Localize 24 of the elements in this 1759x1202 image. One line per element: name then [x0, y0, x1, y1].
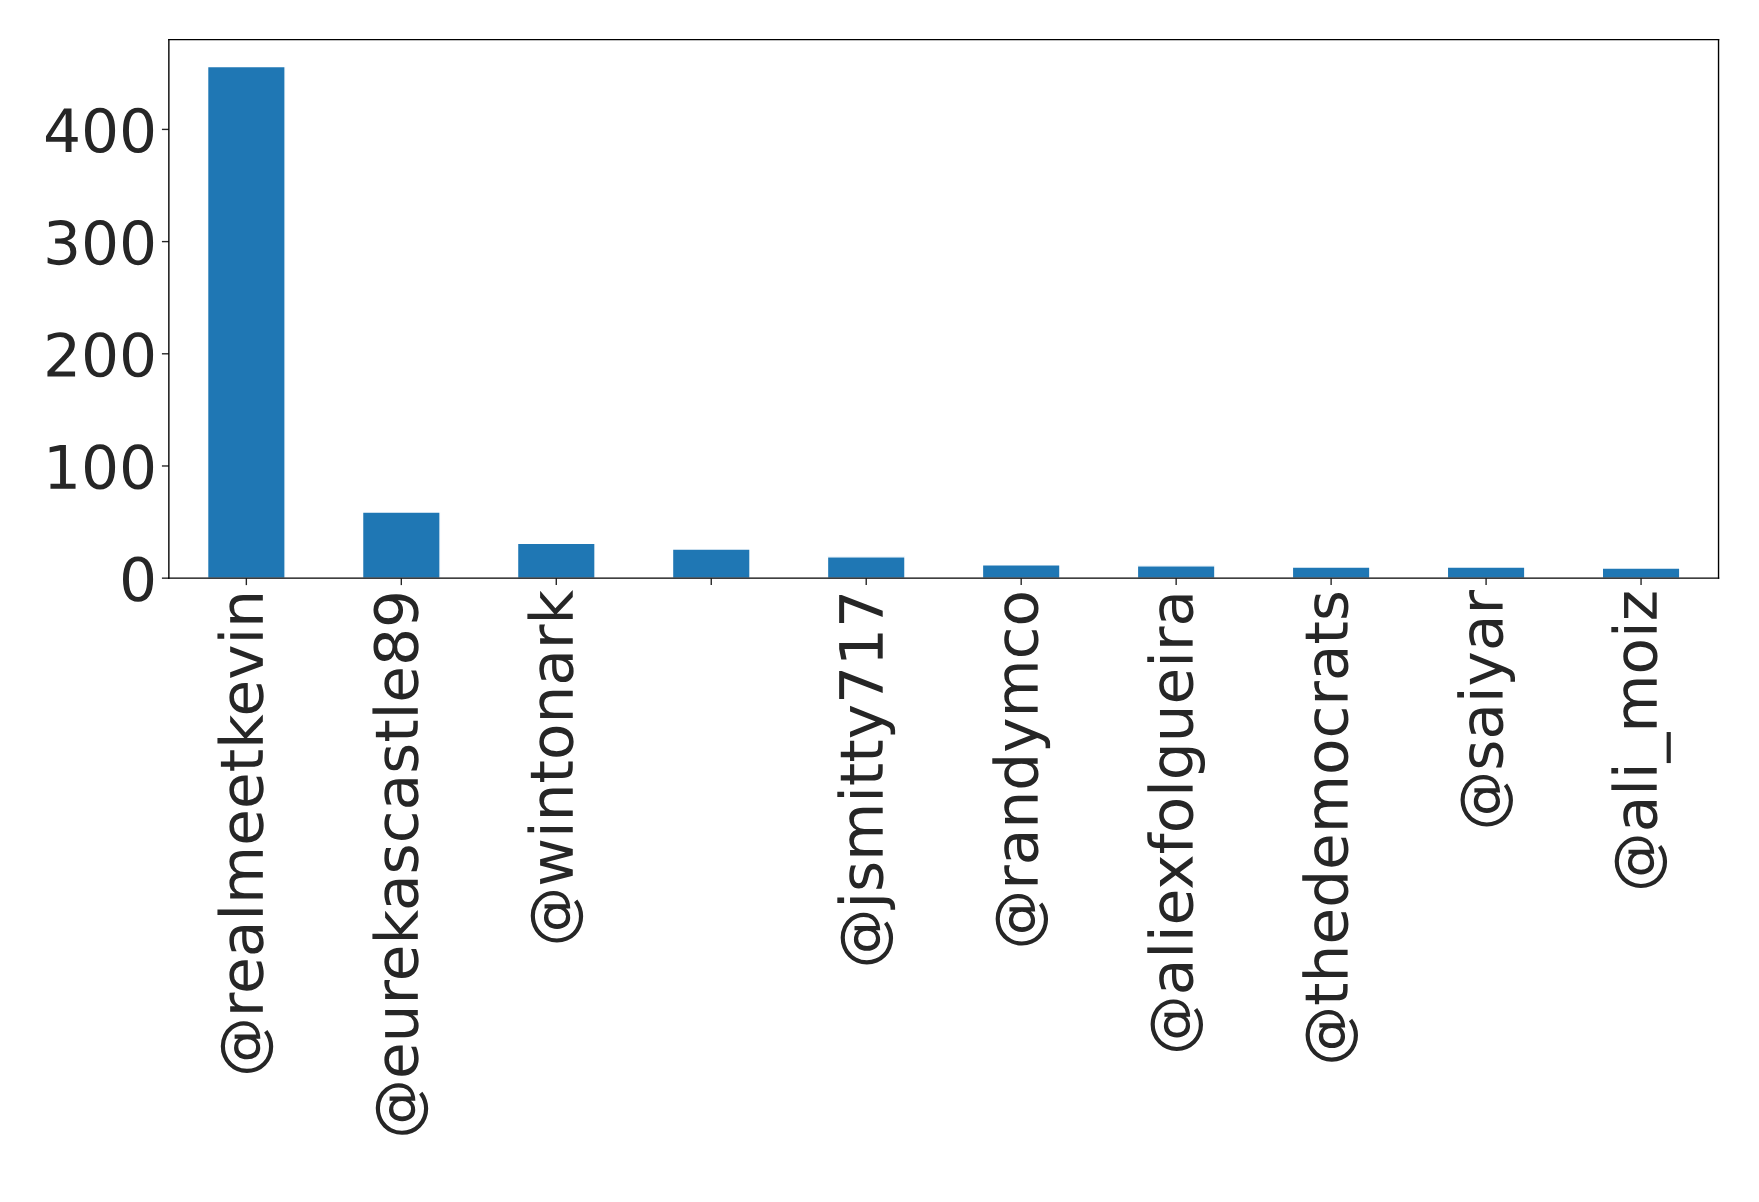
y-tick-label: 400 [45, 107, 154, 153]
bar [826, 556, 906, 579]
x-tick-label: @thedemocrats [1302, 592, 1358, 1062]
bar [361, 511, 441, 579]
x-tick-label: @aliexfolgueira [1147, 595, 1206, 1051]
x-tick-label: @randymco [992, 593, 1051, 946]
y-tick-label: 100 [49, 444, 154, 490]
x-tick-label: @realmeetkevin [217, 595, 274, 1073]
y-tick-label: 300 [47, 219, 154, 266]
bar [981, 564, 1061, 579]
bar [206, 65, 286, 579]
bar [1601, 567, 1681, 579]
x-tick-label: @wintonark [527, 590, 584, 943]
bar [1446, 566, 1526, 579]
y-tick-label: 0 [123, 556, 154, 602]
x-tick-label: @ali_moiz [1611, 592, 1671, 889]
bar [1291, 566, 1371, 579]
bar [516, 542, 596, 579]
x-tick-label: @jsmitty717 [837, 595, 896, 965]
y-tick-label: 200 [47, 332, 154, 378]
x-tick-label: @eurekascastle89 [372, 594, 429, 1135]
x-tick-label: @saiyar [1457, 589, 1515, 827]
bar [1136, 565, 1216, 579]
bar [671, 548, 751, 579]
